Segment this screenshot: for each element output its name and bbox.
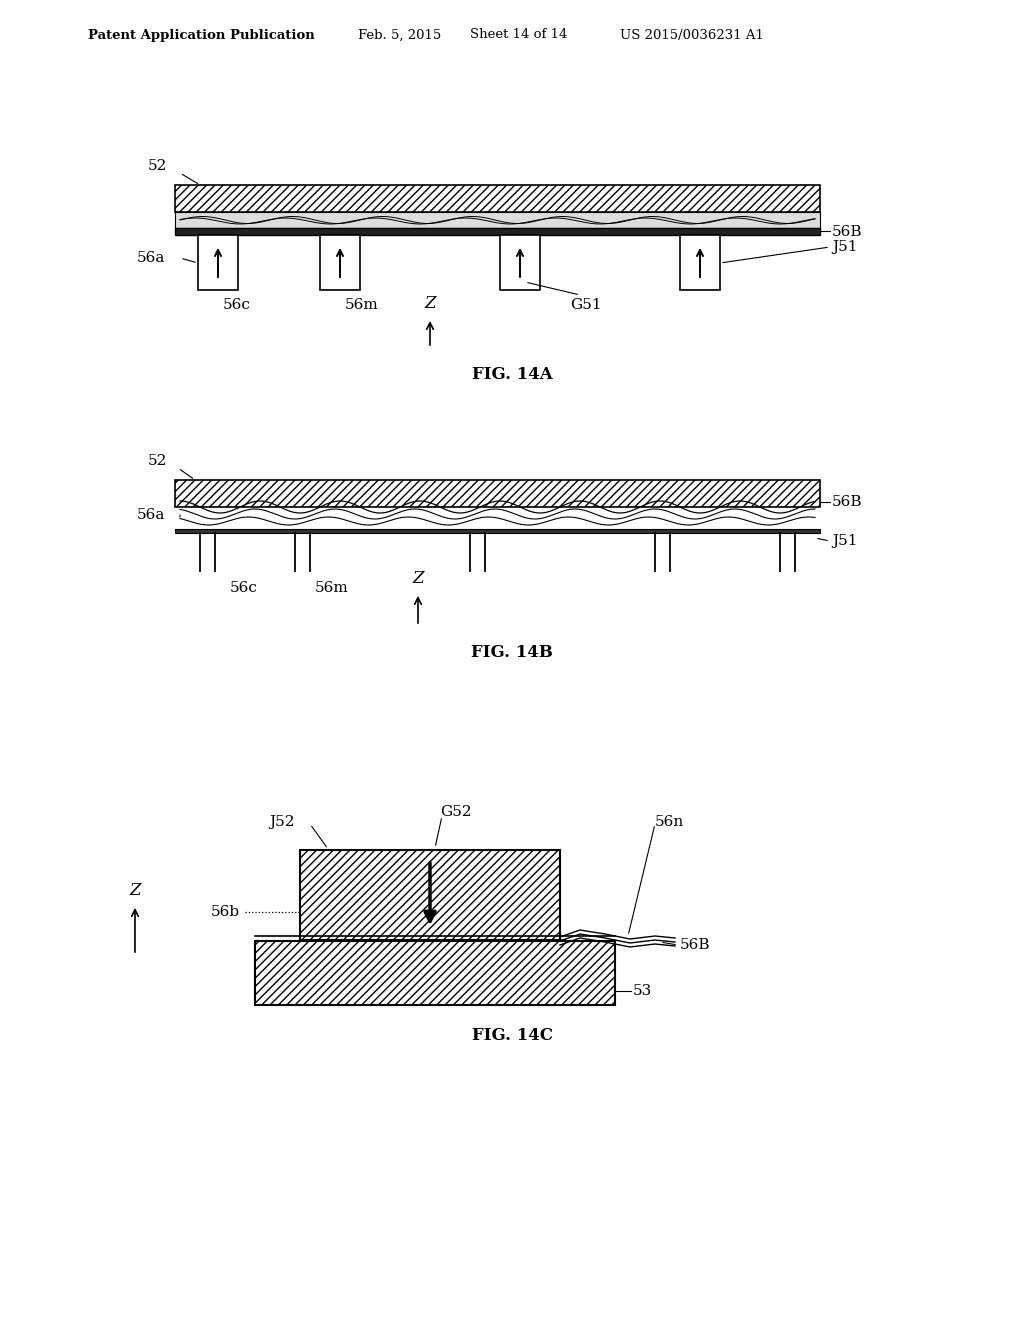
- Text: Patent Application Publication: Patent Application Publication: [88, 29, 314, 41]
- Bar: [198, 235, 238, 290]
- Bar: [175, 529, 820, 533]
- Text: 56c: 56c: [223, 298, 251, 312]
- Text: Sheet 14 of 14: Sheet 14 of 14: [470, 29, 567, 41]
- Text: 56B: 56B: [831, 224, 862, 239]
- Bar: [175, 480, 820, 507]
- Text: 56B: 56B: [831, 495, 862, 510]
- Text: Z: Z: [424, 294, 436, 312]
- Text: 56m: 56m: [315, 581, 349, 595]
- Text: FIG. 14C: FIG. 14C: [471, 1027, 553, 1044]
- Bar: [680, 235, 720, 290]
- Text: 56B: 56B: [680, 939, 711, 952]
- Text: 56c: 56c: [230, 581, 258, 595]
- Text: G52: G52: [440, 805, 472, 818]
- Text: G51: G51: [570, 298, 602, 312]
- Text: FIG. 14B: FIG. 14B: [471, 644, 553, 661]
- Text: 56a: 56a: [136, 508, 165, 521]
- Text: 53: 53: [633, 983, 652, 998]
- Text: 56m: 56m: [345, 298, 379, 312]
- Text: 56n: 56n: [655, 814, 684, 829]
- Text: Z: Z: [413, 570, 424, 587]
- Text: FIG. 14A: FIG. 14A: [472, 366, 552, 383]
- Text: 52: 52: [147, 454, 167, 469]
- Text: Z: Z: [129, 882, 140, 899]
- Text: J51: J51: [831, 240, 857, 253]
- Bar: [300, 850, 560, 940]
- Text: J51: J51: [831, 535, 857, 548]
- Bar: [175, 213, 820, 228]
- Text: 56b: 56b: [211, 906, 240, 919]
- Bar: [500, 235, 540, 290]
- Text: Feb. 5, 2015: Feb. 5, 2015: [358, 29, 441, 41]
- Text: 52: 52: [147, 158, 167, 173]
- Bar: [175, 228, 820, 235]
- Bar: [175, 185, 820, 213]
- Bar: [255, 941, 615, 1005]
- Text: J52: J52: [269, 814, 295, 829]
- Text: US 2015/0036231 A1: US 2015/0036231 A1: [620, 29, 764, 41]
- Bar: [319, 235, 360, 290]
- Text: 56a: 56a: [136, 251, 165, 265]
